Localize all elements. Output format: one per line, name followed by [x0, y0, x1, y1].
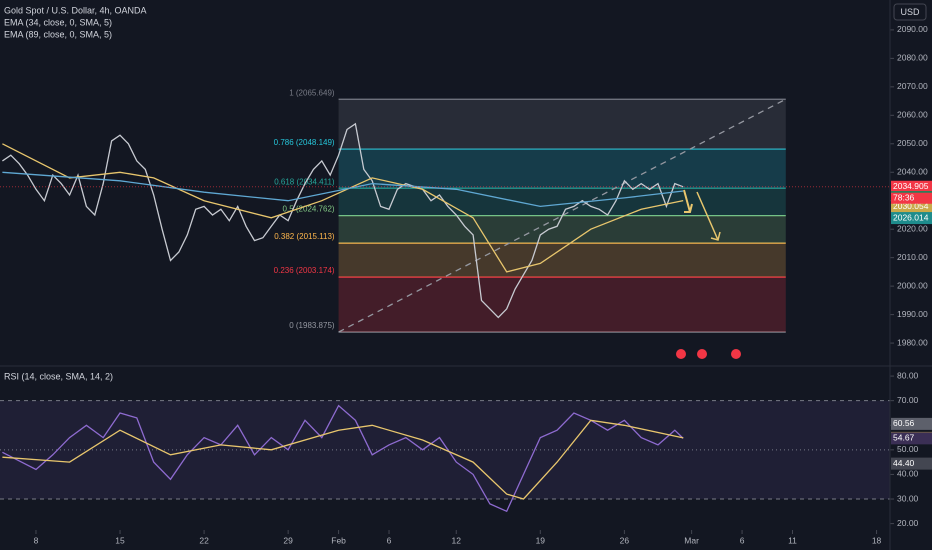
x-tick-label: 8 [34, 535, 39, 545]
currency-box[interactable] [893, 3, 927, 21]
y-tick-label: 2020.00 [897, 223, 928, 233]
arrow [696, 191, 721, 241]
trend-line [338, 98, 787, 333]
x-tick-label: Mar [684, 535, 699, 545]
series-line [2, 122, 684, 319]
fib-label: 0.5 (2024.762) [283, 205, 335, 214]
price-tag-label: 60.56 [893, 418, 915, 428]
x-tick-label: Feb [331, 535, 346, 545]
fib-zone [338, 277, 786, 333]
fib-zone [338, 188, 786, 216]
fib-label: 0.618 (2034.411) [274, 177, 335, 186]
y-tick-label: 70.00 [897, 395, 919, 405]
legend-entry: EMA (34, close, 0, SMA, 5) [4, 17, 112, 27]
fib-zone [338, 99, 786, 150]
price-pane: 1980.00 1990.00 2000.00 2010.00 2020.00 2030.… [0, 24, 932, 347]
y-tick-label: 2090.00 [897, 24, 928, 34]
x-tick-label: 19 [536, 535, 546, 545]
price-tag-label: 54.67 [893, 433, 915, 443]
series-line [2, 143, 684, 273]
x-tick-label: 22 [199, 535, 209, 545]
y-tick-label: 80.00 [897, 370, 919, 380]
fib-label: 0 (1983.875) [289, 321, 335, 330]
y-tick-label: 2070.00 [897, 81, 928, 91]
rsi-title: RSI (14, close, SMA, 14, 2) [4, 371, 113, 381]
price-tag [891, 457, 932, 470]
x-tick-label: 6 [740, 535, 745, 545]
y-tick-label: 2080.00 [897, 53, 928, 63]
x-tick-label: 18 [872, 535, 882, 545]
y-tick-label: 2040.00 [897, 167, 928, 177]
price-tag-label: 2034.905 [893, 181, 929, 191]
price-tag-label: 2026.014 [893, 212, 929, 222]
event-icon[interactable] [676, 349, 686, 359]
countdown-bg [891, 192, 932, 204]
y-tick-label: 2050.00 [897, 138, 928, 148]
y-tick-label: 30.00 [897, 493, 919, 503]
y-tick-label: 1980.00 [897, 337, 928, 347]
countdown: 78:36 [893, 193, 915, 203]
y-tick-label: 2000.00 [897, 280, 928, 290]
x-tick-label: 11 [788, 535, 797, 545]
price-tag [891, 180, 932, 193]
rsi-pane: 20.0030.0040.0050.0060.0070.0080.0060.56… [0, 370, 932, 528]
arrow [683, 189, 693, 213]
x-tick-label: 15 [115, 535, 125, 545]
x-tick-label: 29 [283, 535, 293, 545]
x-tick-label: 26 [620, 535, 630, 545]
y-tick-label: 2010.00 [897, 252, 928, 262]
chart-title: Gold Spot / U.S. Dollar, 4h, OANDA [4, 5, 147, 15]
fib-label: 0.382 (2015.113) [274, 232, 335, 241]
currency[interactable]: USD [900, 7, 920, 17]
series-line [2, 171, 684, 208]
fib-label: 0.236 (2003.174) [274, 266, 335, 275]
price-tag [891, 212, 932, 225]
y-tick-label: 40.00 [897, 469, 919, 479]
y-tick-label: 1990.00 [897, 309, 928, 319]
legend-entry: EMA (89, close, 0, SMA, 5) [4, 29, 112, 39]
price-tag-label: 44.40 [893, 458, 915, 468]
fib-zone [338, 149, 786, 189]
series-line [2, 419, 684, 500]
x-tick-label: 6 [387, 535, 392, 545]
y-tick-label: 50.00 [897, 444, 919, 454]
event-icon[interactable] [731, 349, 741, 359]
series-line [2, 404, 684, 513]
fib-label: 0.786 (2048.149) [274, 138, 335, 147]
fib-label: 1 (2065.649) [289, 88, 335, 97]
y-tick-label: 2060.00 [897, 110, 928, 120]
x-tick-label: 12 [452, 535, 462, 545]
event-icon[interactable] [697, 349, 707, 359]
y-tick-label: 20.00 [897, 518, 919, 528]
price-tag [891, 417, 932, 430]
price-tag [891, 432, 932, 445]
price-tag-label: 2030.054 [893, 201, 929, 211]
